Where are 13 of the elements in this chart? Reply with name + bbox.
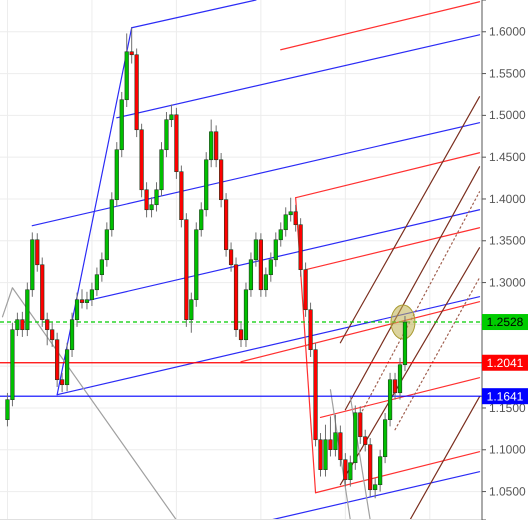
y-tick-label: 1.3500	[489, 234, 526, 248]
y-tick-label: 1.3000	[489, 275, 526, 290]
y-tick-label: 1.0500	[489, 484, 526, 498]
y-tick-label: 1.4500	[489, 150, 526, 164]
y-tick-label: 1.5000	[489, 108, 526, 122]
ref-line-label: 1.2041	[486, 356, 524, 370]
ref-line-label: 1.1641	[486, 389, 524, 404]
y-tick-label: 1.1500	[489, 400, 526, 415]
ref-line-label: 1.2528	[486, 315, 524, 330]
y-tick-label: 1.6000	[489, 24, 526, 39]
y-tick-label: 1.1000	[489, 442, 526, 457]
y-tick-label: 1.5500	[489, 66, 526, 80]
y-tick-label: 1.4000	[489, 192, 526, 206]
